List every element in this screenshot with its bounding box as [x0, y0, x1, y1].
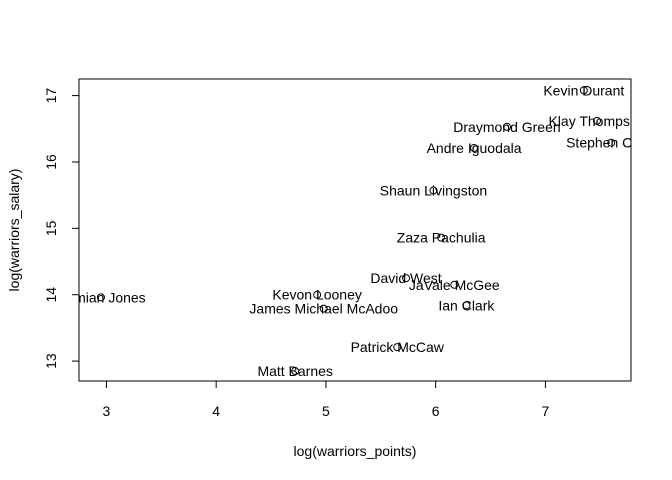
data-point — [607, 138, 616, 147]
data-point — [592, 116, 601, 125]
point-label: James Michael McAdoo — [249, 301, 398, 317]
data-point — [393, 343, 402, 352]
x-tick-label: 4 — [212, 403, 220, 419]
data-point — [313, 290, 322, 299]
data-point — [402, 274, 411, 283]
data-point — [291, 367, 300, 376]
point-label: Matt Barnes — [257, 363, 332, 379]
x-tick-label: 7 — [542, 403, 550, 419]
x-axis-title: log(warriors_points) — [294, 443, 417, 459]
y-tick-label: 17 — [43, 88, 59, 104]
data-point — [450, 280, 459, 289]
data-point — [470, 144, 479, 153]
data-point — [462, 301, 471, 310]
x-tick-label: 6 — [432, 403, 440, 419]
point-label: Damian Jones — [56, 289, 146, 305]
point-label: Zaza Pachulia — [397, 230, 486, 246]
y-tick-label: 15 — [43, 220, 59, 236]
data-point — [579, 86, 588, 95]
point-label: Klay Thompson — [548, 113, 645, 129]
y-axis: 13 14 15 16 17 — [43, 88, 80, 369]
y-tick-label: 16 — [43, 154, 59, 170]
x-axis: 3 4 5 6 7 — [103, 380, 550, 419]
data-point — [319, 304, 328, 313]
data-point — [437, 233, 446, 242]
point-label: Patrick McCaw — [351, 339, 445, 355]
data-point — [96, 293, 105, 302]
y-tick-label: 14 — [43, 287, 59, 303]
data-point — [429, 186, 438, 195]
point-label: Andre Iguodala — [427, 140, 522, 156]
data-points: Kevin Durant Klay Thompson Stephen Curry Dr… — [56, 82, 656, 379]
point-label: Kevin Durant — [543, 82, 624, 98]
point-label: Draymond Green — [453, 119, 560, 135]
point-label: JaVale McGee — [409, 277, 500, 293]
x-tick-label: 3 — [103, 403, 111, 419]
point-label: David West — [370, 270, 441, 286]
x-tick-label: 5 — [322, 403, 330, 419]
point-label: Ian Clark — [438, 297, 495, 313]
data-point — [502, 122, 511, 131]
y-axis-title: log(warriors_salary) — [6, 169, 22, 292]
point-label: Shaun Livingston — [380, 183, 487, 199]
point-label: Stephen Curry — [566, 135, 656, 151]
y-tick-label: 13 — [43, 353, 59, 369]
point-label: Kevon Looney — [272, 287, 362, 303]
